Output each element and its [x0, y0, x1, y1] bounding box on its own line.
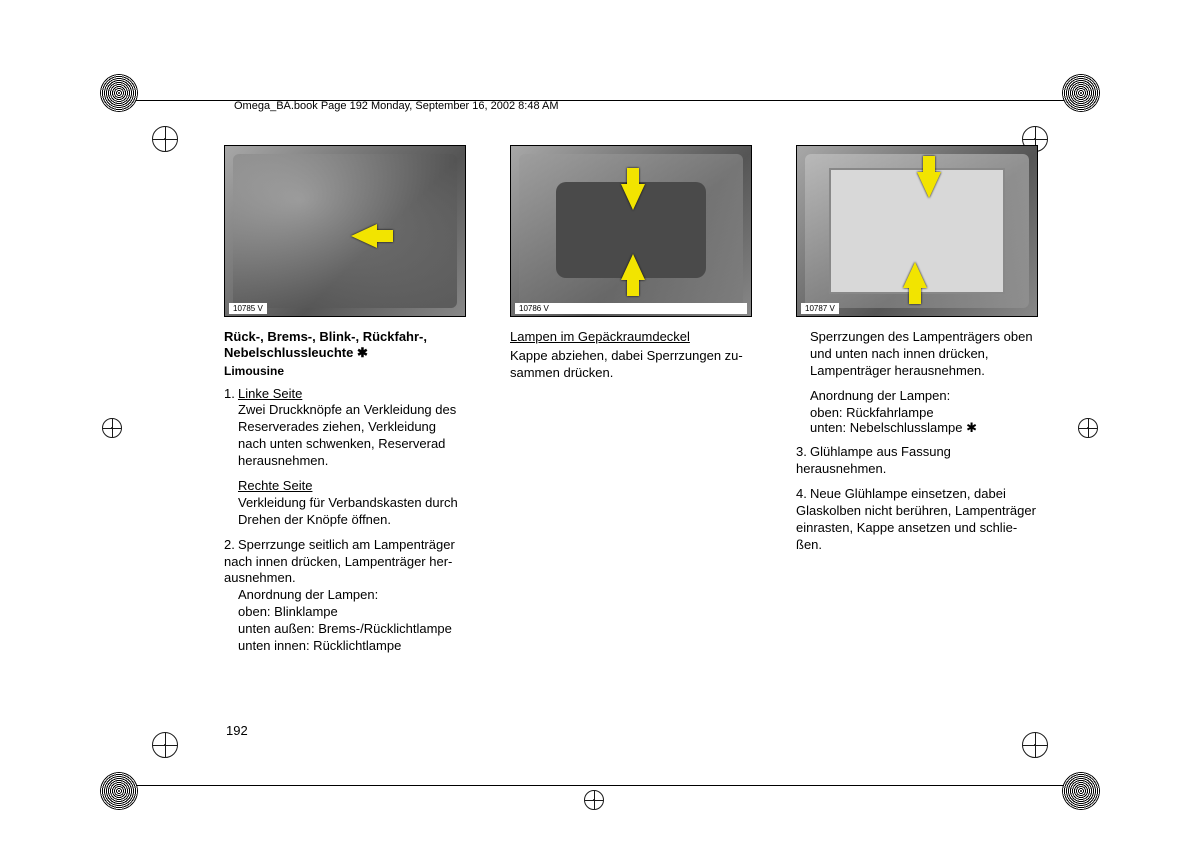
illustration-2: 10786 V	[510, 145, 752, 317]
illustration-3: 10787 V	[796, 145, 1038, 317]
crop-mark-icon	[1044, 418, 1098, 472]
step-text: unten außen: Brems-/Rücklichtlampe	[224, 621, 466, 638]
step-label: Linke Seite	[238, 386, 302, 401]
step-text: Neue Glühlampe einsetzen, dabei Glas­kol…	[796, 486, 1036, 552]
running-header: Omega_BA.book Page 192 Monday, September…	[234, 100, 559, 112]
step-text: Zwei Druckknöpfe an Verkleidung des Rese…	[224, 402, 466, 470]
figure-label: 10787 V	[801, 303, 839, 314]
step-list: 3.Glühlampe aus Fassung herausnehmen. 4.…	[796, 444, 1038, 553]
step-text: Sperrzunge seitlich am Lampenträger nach…	[224, 537, 455, 586]
paragraph-text: oben: Rückfahrlampe	[796, 405, 1038, 420]
section-title: Rück-, Brems-, Blink-, Rückfahr-, Nebels…	[224, 329, 466, 362]
crop-mark-icon	[102, 418, 156, 472]
step-text: oben: Blinklampe	[224, 604, 466, 621]
arrow-icon	[351, 224, 377, 248]
column-3: 10787 V Sperrzungen des Lampenträgers ob…	[796, 145, 1038, 677]
step-number: 2.	[224, 537, 238, 554]
manual-page: Omega_BA.book Page 192 Monday, September…	[0, 0, 1200, 848]
crop-mark-icon	[1046, 74, 1100, 128]
list-item: 2.Sperrzunge seitlich am Lampenträger na…	[224, 537, 466, 655]
arrow-icon	[621, 184, 645, 210]
step-text: unten innen: Rücklichtlampe	[224, 638, 466, 655]
arrow-icon	[917, 172, 941, 198]
step-number: 1.	[224, 386, 238, 403]
figure-label: 10785 V	[229, 303, 267, 314]
column-2: 10786 V Lampen im Gepäckraumdeckel Kappe…	[510, 145, 752, 677]
paragraph-text: unten: Nebelschlusslampe ✱	[796, 420, 1038, 437]
step-list: 1.Linke Seite Zwei Druckknöpfe an Verkle…	[224, 386, 466, 655]
crop-mark-icon	[100, 74, 154, 128]
crop-mark-icon	[100, 756, 154, 810]
step-text: Verkleidung für Verbandskasten durch Dre…	[224, 495, 466, 529]
list-item: 1.Linke Seite Zwei Druckknöpfe an Verkle…	[224, 386, 466, 529]
crop-mark-icon	[1046, 756, 1100, 810]
arrow-icon	[621, 254, 645, 280]
list-item: 4.Neue Glühlampe einsetzen, dabei Glas­k…	[796, 486, 1038, 554]
step-number: 4.	[796, 486, 810, 503]
paragraph-text: Anordnung der Lampen:	[796, 388, 1038, 405]
paragraph-text: Sperrzungen des Lampenträgers oben und u…	[796, 329, 1038, 380]
figure-label: 10786 V	[515, 303, 747, 314]
crop-mark-icon	[584, 756, 638, 810]
paragraph-text: Kappe abziehen, dabei Sperrzungen zu­sam…	[510, 348, 752, 382]
list-item: 3.Glühlampe aus Fassung herausnehmen.	[796, 444, 1038, 478]
step-sublabel: Rechte Seite	[224, 478, 466, 495]
paragraph-heading: Lampen im Gepäckraumdeckel	[510, 329, 752, 346]
page-number: 192	[226, 723, 248, 738]
illustration-1: 10785 V	[224, 145, 466, 317]
arrow-icon	[903, 262, 927, 288]
step-text: Anordnung der Lampen:	[224, 587, 466, 604]
section-subtitle: Limousine	[224, 364, 466, 378]
step-text: Glühlampe aus Fassung herausnehmen.	[796, 444, 951, 476]
content-columns: 10785 V Rück-, Brems-, Blink-, Rückfahr-…	[224, 145, 992, 677]
bottom-rule	[130, 785, 1070, 786]
step-number: 3.	[796, 444, 810, 461]
column-1: 10785 V Rück-, Brems-, Blink-, Rückfahr-…	[224, 145, 466, 677]
